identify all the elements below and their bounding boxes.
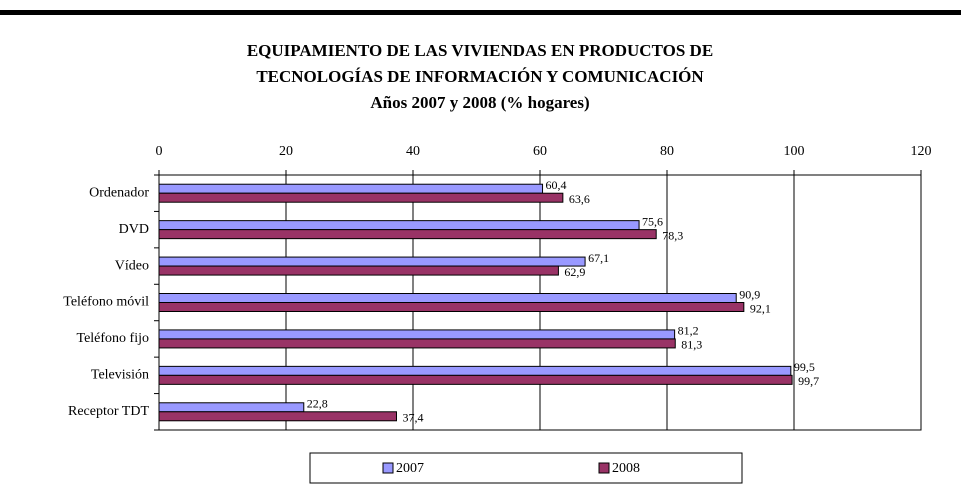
bar (158, 293, 737, 303)
chart-subtitle: Años 2007 y 2008 (% hogares) (370, 93, 589, 112)
x-tick-label: 40 (406, 144, 420, 159)
y-tick-label: Teléfono fijo (77, 331, 150, 346)
y-tick-label: DVD (119, 222, 149, 237)
bar (158, 192, 564, 203)
x-tick-label: 120 (911, 144, 932, 159)
value-label: 99,7 (798, 374, 819, 388)
value-label: 67,1 (588, 251, 609, 265)
bar (158, 256, 586, 267)
value-label: 37,4 (402, 411, 423, 425)
bar (158, 374, 793, 385)
x-tick-label: 0 (156, 144, 163, 159)
value-label: 92,1 (750, 301, 771, 315)
bar (158, 183, 544, 194)
y-tick-label: Ordenador (89, 185, 149, 200)
y-tick-label: Vídeo (115, 258, 149, 273)
value-label: 63,6 (569, 192, 590, 206)
x-tick-label: 60 (533, 144, 547, 159)
legend-label: 2008 (612, 461, 640, 476)
x-tick-label: 100 (784, 144, 805, 159)
chart-title: EQUIPAMIENTO DE LAS VIVIENDAS EN PRODUCT… (247, 41, 713, 60)
bar (158, 411, 397, 422)
bar (158, 265, 559, 276)
value-label: 99,5 (794, 360, 815, 374)
value-label: 81,3 (681, 338, 702, 352)
value-label: 78,3 (662, 228, 683, 242)
value-label: 22,8 (307, 397, 328, 411)
x-tick-label: 80 (660, 144, 674, 159)
value-label: 81,2 (678, 324, 699, 338)
chart-title: TECNOLOGÍAS DE INFORMACIÓN Y COMUNICACIÓ… (256, 67, 704, 86)
legend-swatch (598, 462, 610, 474)
bar (158, 220, 640, 231)
bar (158, 338, 676, 349)
legend-box (309, 452, 743, 484)
legend-swatch (382, 462, 394, 474)
value-label: 90,9 (739, 287, 760, 301)
top-rule (0, 10, 961, 15)
bar (158, 302, 745, 312)
value-label: 60,4 (546, 178, 567, 192)
legend-label: 2007 (396, 461, 424, 476)
bar (158, 229, 657, 240)
y-tick-label: Receptor TDT (68, 404, 149, 419)
x-tick-label: 20 (279, 144, 293, 159)
bar (158, 329, 676, 340)
y-tick-label: Teléfono móvil (63, 295, 149, 310)
y-tick-label: Televisión (91, 368, 149, 383)
value-label: 62,9 (564, 265, 585, 279)
bar (158, 365, 792, 376)
bar (158, 402, 305, 413)
value-label: 75,6 (642, 214, 663, 228)
